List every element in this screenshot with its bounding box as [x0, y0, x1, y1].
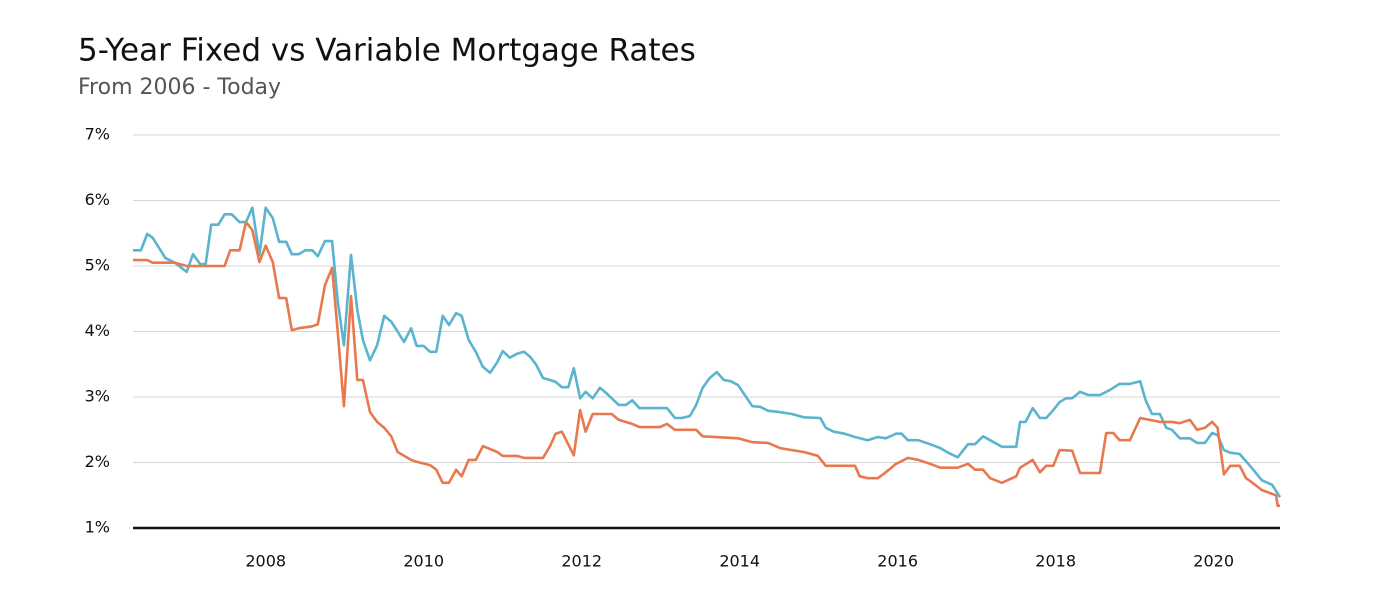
chart-title: 5-Year Fixed vs Variable Mortgage Rates — [78, 33, 696, 69]
series-line — [133, 220, 1280, 507]
series-line — [133, 206, 1282, 498]
y-tick-label: 5% — [85, 256, 110, 275]
x-tick-label: 2008 — [245, 552, 286, 571]
y-tick-label: 7% — [85, 125, 110, 144]
x-tick-label: 2010 — [403, 552, 444, 571]
y-tick-label: 1% — [85, 518, 110, 537]
x-tick-label: 2014 — [719, 552, 760, 571]
x-tick-label: 2012 — [561, 552, 602, 571]
chart-subtitle: From 2006 - Today — [78, 75, 281, 100]
y-tick-label: 2% — [85, 452, 110, 471]
x-tick-label: 2016 — [877, 552, 918, 571]
x-tick-label: 2020 — [1193, 552, 1234, 571]
y-tick-label: 3% — [85, 387, 110, 406]
y-tick-label: 4% — [85, 321, 110, 340]
x-tick-label: 2018 — [1035, 552, 1076, 571]
y-tick-label: 6% — [85, 190, 110, 209]
